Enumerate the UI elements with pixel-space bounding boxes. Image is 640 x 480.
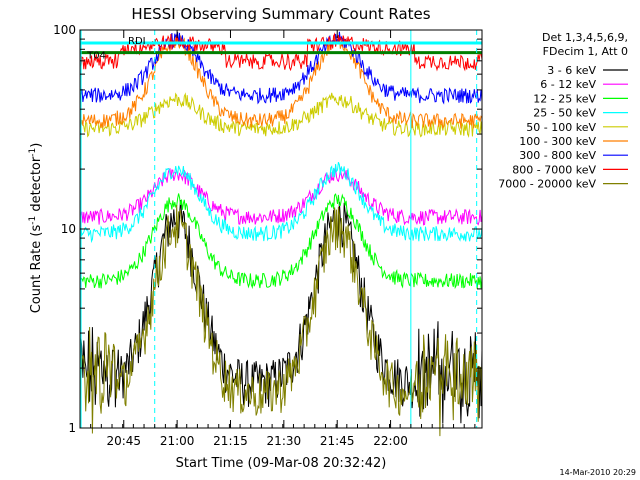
plot-area: RDI T04 20:45 21:00 21:15 21:30 21:45 22:00 1 10 1… — [53, 23, 483, 448]
annotation-0: RDI — [128, 36, 146, 47]
legend-label-4: 50 - 100 keV — [526, 121, 596, 134]
svg-text:Count Rate (s-1 detector-1): Count Rate (s-1 detector-1) — [28, 143, 44, 314]
footer-date: 14-Mar-2010 20:29 — [560, 468, 637, 477]
y-tick-label-1: 10 — [61, 222, 76, 236]
series-line-7 — [79, 32, 483, 72]
legend-label-3: 25 - 50 keV — [533, 107, 596, 120]
legend-header-line-1: Det 1,3,4,5,6,9, — [542, 31, 628, 44]
legend: Det 1,3,4,5,6,9, FDecim 1, Att 0 3 - 6 k… — [498, 31, 628, 191]
plot-frame — [79, 29, 483, 429]
x-tick-label-1: 21:00 — [160, 434, 195, 448]
x-tick-label-3: 21:30 — [267, 434, 302, 448]
y-label-sup-1: -1 — [28, 216, 38, 225]
x-tick-label-5: 22:00 — [373, 434, 408, 448]
series-line-1 — [79, 165, 483, 226]
legend-label-0: 3 - 6 keV — [547, 64, 596, 77]
y-tick-label-2: 100 — [53, 23, 76, 37]
series-line-8 — [79, 204, 483, 437]
chart-title: HESSI Observing Summary Count Rates — [131, 5, 430, 23]
y-label-part-1: Count Rate (s — [29, 225, 44, 314]
annotation-1: T04 — [86, 50, 106, 61]
legend-label-2: 12 - 25 keV — [533, 92, 596, 105]
legend-header-line-2: FDecim 1, Att 0 — [543, 45, 628, 58]
legend-label-5: 100 - 300 keV — [519, 135, 596, 148]
legend-label-8: 7000 - 20000 keV — [498, 178, 596, 191]
y-label-part-3: ) — [29, 143, 44, 148]
series-line-2 — [79, 193, 483, 290]
series-line-3 — [79, 162, 483, 244]
y-label-sup-2: -1 — [28, 148, 38, 157]
series-line-6 — [79, 31, 483, 105]
y-tick-label-0: 1 — [68, 421, 76, 435]
x-tick-label-4: 21:45 — [320, 434, 355, 448]
x-tick-label-0: 20:45 — [106, 434, 141, 448]
y-axis-label: Count Rate (s-1 detector-1) — [28, 143, 44, 314]
y-label-part-2: detector — [29, 156, 44, 216]
legend-label-7: 800 - 7000 keV — [512, 163, 596, 176]
series-line-5 — [79, 35, 483, 129]
x-tick-label-2: 21:15 — [213, 434, 248, 448]
x-axis-label: Start Time (09-Mar-08 20:32:42) — [176, 456, 387, 471]
series-line-4 — [79, 92, 483, 138]
legend-label-1: 6 - 12 keV — [540, 78, 596, 91]
legend-label-6: 300 - 800 keV — [519, 149, 596, 162]
